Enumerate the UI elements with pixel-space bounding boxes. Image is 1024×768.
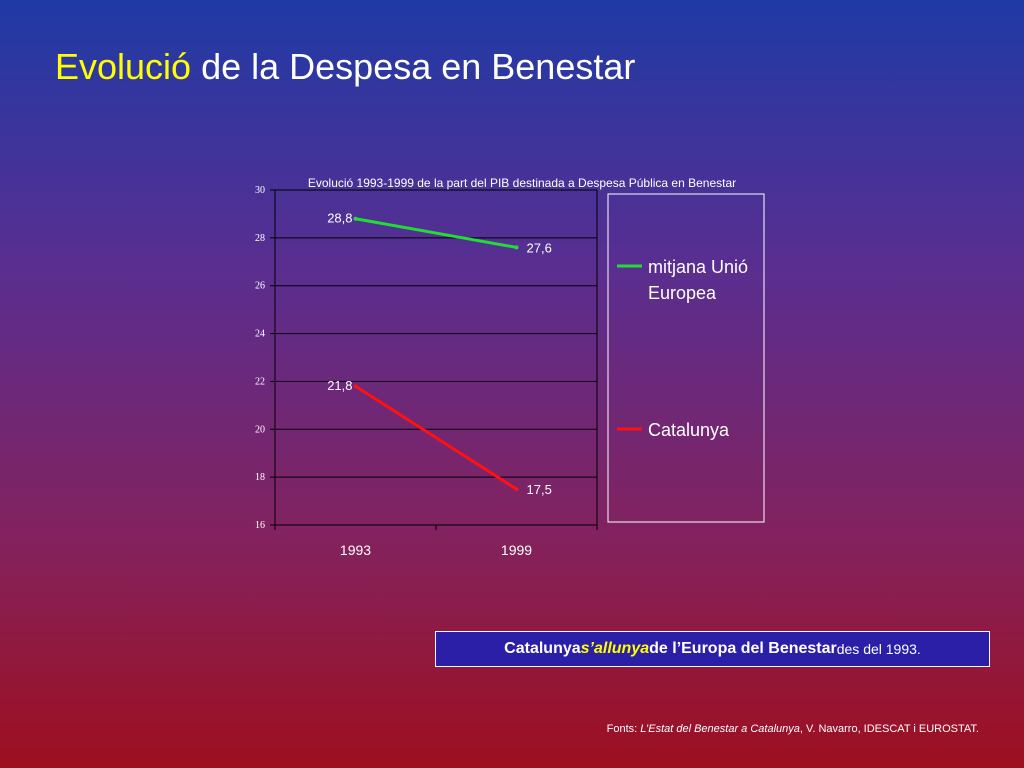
sources-prefix: Fonts: [606,723,641,735]
legend-label: mitjana Unió [648,257,748,277]
x-tick-label: 1999 [501,542,532,558]
y-tick-label: 26 [255,281,265,292]
callout-part3: de l’Europa del Benestar [649,640,837,657]
y-tick-label: 22 [255,376,265,387]
x-tick-label: 1993 [340,542,371,558]
chart-axes: 30 28 26 24 22 20 18 16 1993 1999 [255,185,598,558]
series-line [355,217,517,249]
data-label: 28,8 [327,211,352,226]
callout-part4: des del 1993. [836,641,921,657]
data-label: 21,8 [327,378,352,393]
chart-grid [275,189,597,478]
callout-part1: Catalunya [504,640,581,657]
legend-box [607,193,765,523]
chart-series: 28,8 27,6 21,8 17,5 [327,211,552,497]
chart-title: Evolució 1993-1999 de la part del PIB de… [308,176,736,190]
legend-label: Catalunya [648,420,730,440]
data-point [514,245,519,250]
data-label: 27,6 [527,240,552,255]
title-rest: de la Despesa en Benestar [191,46,636,87]
title-highlight: Evolució [55,46,192,87]
data-label: 17,5 [527,482,552,497]
y-tick-label: 18 [255,472,265,483]
sources-rest: , V. Navarro, IDESCAT i EUROSTAT. [799,723,979,735]
chart-legend: mitjana Unió Europea Catalunya [607,193,765,523]
data-point [353,216,358,221]
legend-label: Europea [648,283,717,303]
y-tick-label: 28 [255,233,265,244]
sources-title: L’Estat del Benestar a Catalunya [640,723,800,735]
y-tick-label: 16 [255,520,265,531]
y-tick-label: 24 [255,329,265,340]
slide-title: Evolució de la Despesa en Benestar [55,46,635,88]
y-tick-label: 30 [255,185,265,196]
y-tick-label: 20 [255,424,265,435]
callout-part2: s’allunya [580,640,650,657]
sources-footnote: Fonts: L’Estat del Benestar a Catalunya,… [607,723,979,735]
data-point [353,384,358,389]
data-point [514,487,519,492]
conclusion-callout: Catalunya s’allunya de l’Europa del Bene… [435,631,990,667]
series-line [354,384,518,491]
